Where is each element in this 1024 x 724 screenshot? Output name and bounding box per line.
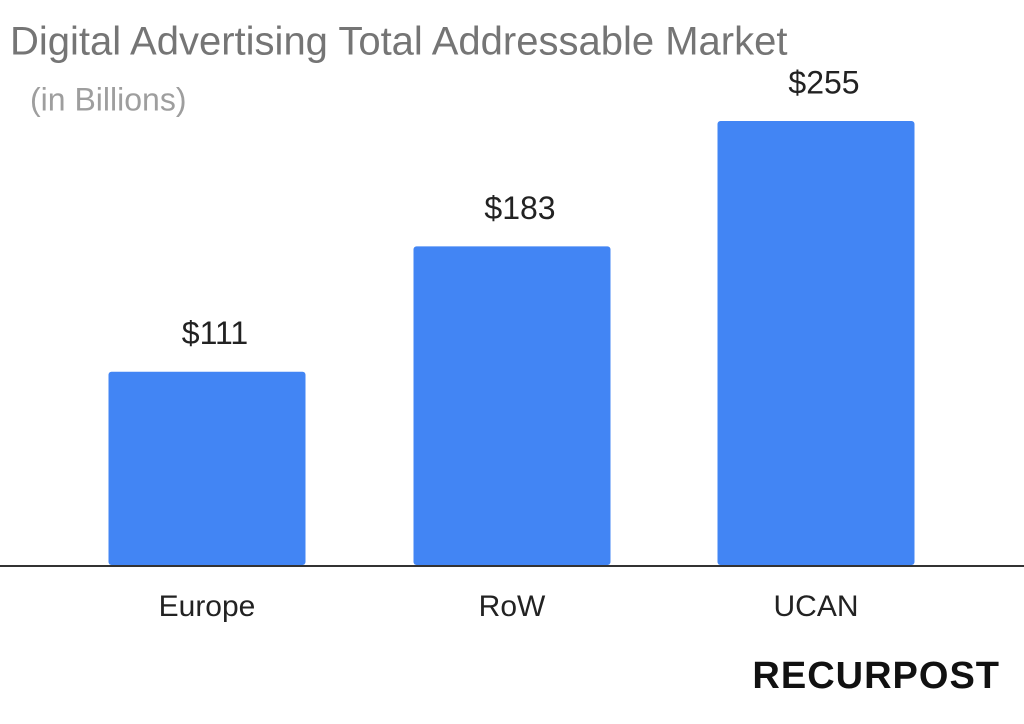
chart-title: Digital Advertising Total Addressable Ma… bbox=[10, 20, 787, 64]
x-tick-label: Europe bbox=[159, 590, 256, 623]
value-label: $255 bbox=[788, 64, 859, 100]
value-label: $111 bbox=[182, 315, 248, 351]
bar bbox=[717, 121, 915, 565]
logo: RECURPOST bbox=[752, 655, 1000, 697]
bar bbox=[108, 371, 306, 565]
x-tick-label: RoW bbox=[479, 590, 546, 623]
value-label: $183 bbox=[484, 190, 555, 226]
x-tick-label: UCAN bbox=[773, 590, 858, 623]
chart-subtitle: (in Billions) bbox=[30, 81, 186, 117]
bar bbox=[413, 246, 611, 566]
